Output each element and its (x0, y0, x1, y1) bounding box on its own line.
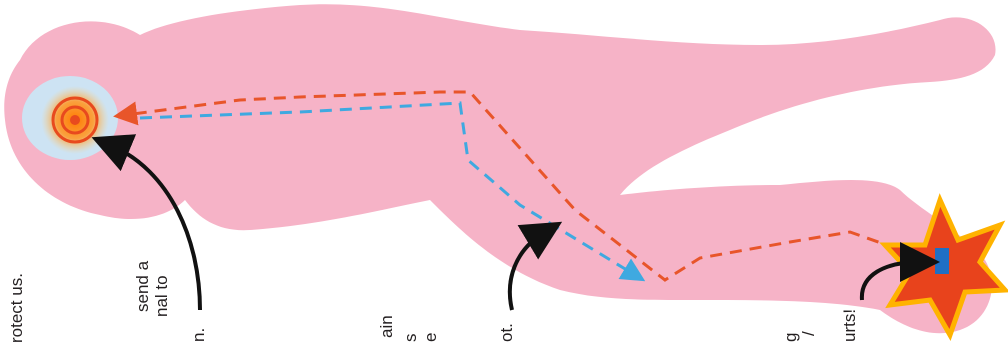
caption-fragment: ot. (497, 323, 516, 342)
caption-fragment: s (401, 334, 420, 343)
ring-center (70, 115, 80, 125)
caption-fragment: n. (189, 328, 208, 342)
caption-fragment: nal to (152, 275, 171, 317)
caption-fragment: / (799, 331, 818, 336)
pain-pathway-diagram: rotect us. send anal to n. ainse ot. g/ urts! (0, 0, 1008, 343)
caption-fragment: rotect us. (7, 273, 26, 343)
caption-fragment: ain (377, 315, 396, 338)
caption-fragment: g (781, 333, 800, 342)
caption-fragment: send a (133, 260, 152, 312)
caption-fragment: e (421, 333, 440, 342)
caption-fragment: urts! (840, 309, 859, 342)
pin (935, 248, 949, 274)
